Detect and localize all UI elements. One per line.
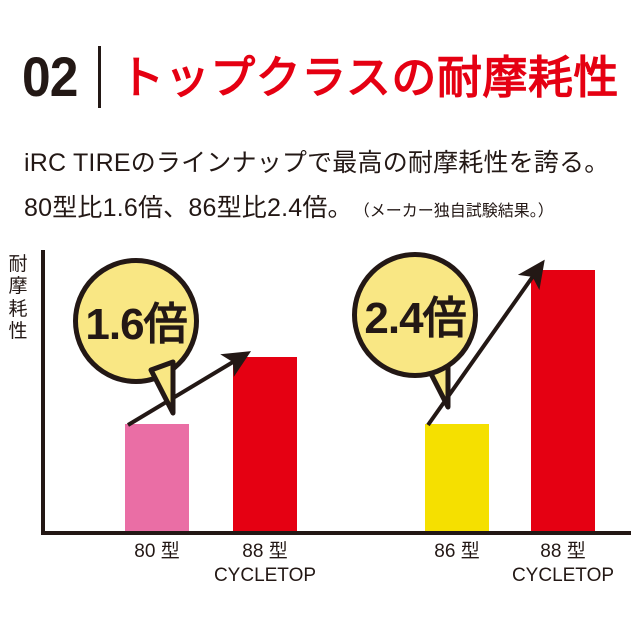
y-axis-line xyxy=(41,250,45,535)
page-header: 02 トップクラスの耐摩耗性 xyxy=(22,46,619,108)
page-title: トップクラスの耐摩耗性 xyxy=(119,51,619,103)
x-tick-80: 80 型 xyxy=(134,541,180,562)
bar-80 xyxy=(125,424,189,531)
wear-resistance-chart: 耐 摩 耗 性 1.6倍 xyxy=(0,240,640,640)
y-axis-label-char: 耐 xyxy=(8,254,28,275)
header-divider xyxy=(98,46,102,108)
x-tick-88-cycletop-left: 88 型 CYCLETOP xyxy=(213,541,317,587)
ratio-balloon-2: 2.4倍 xyxy=(352,252,478,378)
lead-line-2: 80型比1.6倍、86型比2.4倍。 （メーカー独自試験結果。） xyxy=(24,188,554,224)
lead-line-2-main: 80型比1.6倍、86型比2.4倍。 xyxy=(24,194,353,222)
bar-88-cycletop-right xyxy=(531,270,595,531)
bar-88-cycletop-left xyxy=(233,357,297,531)
x-tick-86: 86 型 xyxy=(434,541,480,562)
y-axis-label-char: 摩 xyxy=(8,276,28,298)
y-axis-label: 耐 摩 耗 性 xyxy=(6,254,30,344)
lead-line-1: iRC TIREのラインナップで最高の耐摩耗性を誇る。 xyxy=(24,149,610,177)
y-axis-label-char: 耗 xyxy=(8,298,28,320)
bar-86 xyxy=(425,424,489,531)
lead-note: （メーカー独自試験結果。） xyxy=(353,203,554,220)
ratio-balloon-1: 1.6倍 xyxy=(73,258,199,384)
section-number: 02 xyxy=(22,45,78,108)
y-axis-label-char: 性 xyxy=(8,321,28,343)
x-tick-88-cycletop-right: 88 型 CYCLETOP xyxy=(511,541,615,587)
ratio-balloon-1-text: 1.6倍 xyxy=(85,300,187,349)
x-axis-line xyxy=(41,531,631,535)
ratio-balloon-2-text: 2.4倍 xyxy=(364,294,466,343)
